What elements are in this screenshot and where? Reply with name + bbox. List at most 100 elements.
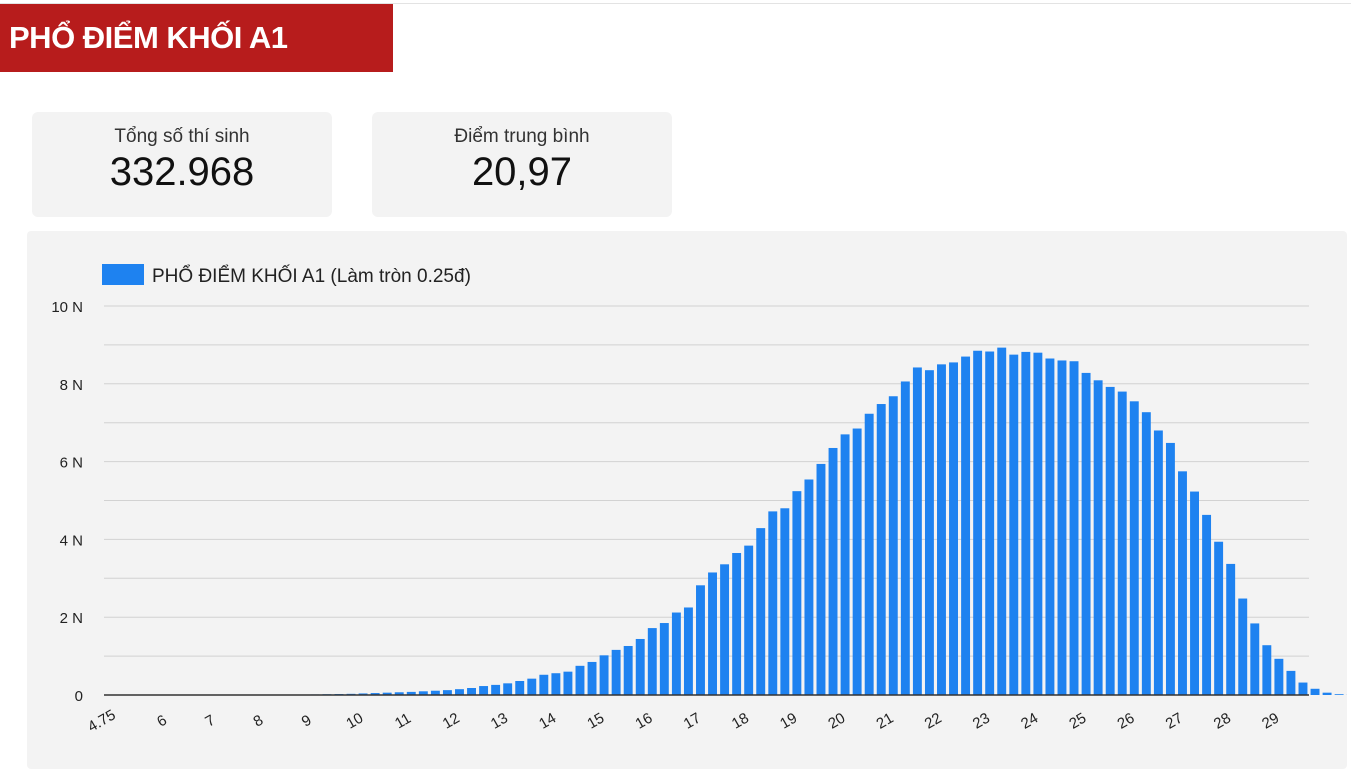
bar[interactable] xyxy=(1009,354,1019,696)
bar[interactable] xyxy=(1250,623,1260,695)
bar[interactable] xyxy=(442,690,452,695)
y-tick-label: 8 N xyxy=(60,377,83,394)
bar[interactable] xyxy=(418,691,428,695)
bar[interactable] xyxy=(406,691,416,695)
bar[interactable] xyxy=(647,628,657,695)
bar[interactable] xyxy=(937,364,946,695)
legend-swatch xyxy=(102,264,144,285)
x-tick-label: 21 xyxy=(874,710,897,733)
bar[interactable] xyxy=(756,528,766,695)
bar[interactable] xyxy=(1081,372,1091,695)
bar[interactable] xyxy=(744,545,754,695)
bar[interactable] xyxy=(840,434,850,695)
bar[interactable] xyxy=(1153,430,1163,695)
bar[interactable] xyxy=(1286,670,1296,695)
bar[interactable] xyxy=(563,671,573,695)
bar[interactable] xyxy=(539,674,549,695)
bar[interactable] xyxy=(1105,386,1115,695)
bar[interactable] xyxy=(804,479,814,695)
bar[interactable] xyxy=(720,564,730,695)
bar[interactable] xyxy=(683,607,693,695)
bar[interactable] xyxy=(671,612,681,695)
bar[interactable] xyxy=(358,693,368,695)
x-tick-label: 15 xyxy=(584,710,607,733)
bar[interactable] xyxy=(1021,351,1031,695)
bar[interactable] xyxy=(1057,360,1067,695)
bar[interactable] xyxy=(888,396,898,695)
bar[interactable] xyxy=(527,678,537,695)
bar[interactable] xyxy=(792,491,802,695)
bar[interactable] xyxy=(1202,514,1212,695)
bar[interactable] xyxy=(394,692,404,695)
bar[interactable] xyxy=(551,673,561,695)
bar[interactable] xyxy=(997,347,1007,695)
stat-card-total-candidates: Tổng số thí sinh 332.968 xyxy=(32,112,332,217)
x-tick-label: 18 xyxy=(729,710,752,733)
bar[interactable] xyxy=(623,645,633,695)
bar[interactable] xyxy=(1334,694,1344,695)
bar[interactable] xyxy=(1226,563,1236,695)
bar[interactable] xyxy=(1165,442,1175,695)
bar[interactable] xyxy=(1322,692,1332,695)
bar[interactable] xyxy=(1298,682,1308,695)
bar[interactable] xyxy=(659,623,669,695)
bar[interactable] xyxy=(491,684,501,695)
bar[interactable] xyxy=(1178,471,1187,695)
bar[interactable] xyxy=(1214,541,1224,695)
bar[interactable] xyxy=(455,689,464,695)
bar[interactable] xyxy=(467,688,476,695)
stat-value-average-score: 20,97 xyxy=(471,150,573,194)
bar[interactable] xyxy=(1129,401,1139,695)
y-tick-label: 0 xyxy=(75,688,83,705)
bar[interactable] xyxy=(828,447,838,695)
bars xyxy=(262,347,1347,696)
bar[interactable] xyxy=(382,692,392,695)
bar[interactable] xyxy=(864,413,874,695)
bar[interactable] xyxy=(1117,391,1127,695)
bar[interactable] xyxy=(1069,361,1079,695)
bar[interactable] xyxy=(876,404,886,695)
bar[interactable] xyxy=(1045,358,1055,695)
bar[interactable] xyxy=(900,381,910,695)
y-tick-label: 4 N xyxy=(60,532,83,549)
bar[interactable] xyxy=(1238,598,1248,695)
x-tick-label: 12 xyxy=(440,710,463,733)
bar[interactable] xyxy=(430,690,440,695)
bar[interactable] xyxy=(587,661,597,695)
bar[interactable] xyxy=(852,428,862,695)
bar[interactable] xyxy=(961,356,971,695)
bar[interactable] xyxy=(768,511,778,695)
bar[interactable] xyxy=(912,367,922,695)
bar[interactable] xyxy=(732,553,742,695)
x-tick-label: 20 xyxy=(825,710,848,733)
bar[interactable] xyxy=(1310,688,1320,695)
x-tick-label: 14 xyxy=(536,710,559,733)
legend[interactable]: PHỔ ĐIỂM KHỐI A1 (Làm tròn 0.25đ) xyxy=(102,264,471,287)
y-tick-label: 10 N xyxy=(51,299,83,316)
bar[interactable] xyxy=(479,686,489,695)
bar[interactable] xyxy=(1262,645,1272,695)
bar[interactable] xyxy=(503,683,513,695)
bar[interactable] xyxy=(611,649,621,695)
bar[interactable] xyxy=(515,681,525,695)
bar[interactable] xyxy=(370,693,380,695)
bar[interactable] xyxy=(696,585,705,695)
bar[interactable] xyxy=(985,351,995,695)
y-tick-label: 2 N xyxy=(60,610,83,627)
bar[interactable] xyxy=(1190,491,1199,695)
x-tick-label: 11 xyxy=(392,710,414,733)
bar[interactable] xyxy=(780,508,790,695)
x-tick-label: 9 xyxy=(299,712,315,731)
bar[interactable] xyxy=(575,665,585,695)
bar[interactable] xyxy=(1141,412,1151,695)
bar[interactable] xyxy=(973,350,983,695)
bar[interactable] xyxy=(1274,658,1284,695)
bar[interactable] xyxy=(924,370,934,695)
bar[interactable] xyxy=(1033,352,1043,695)
bar[interactable] xyxy=(816,463,826,695)
bar[interactable] xyxy=(949,362,958,695)
bar[interactable] xyxy=(599,655,609,695)
bar[interactable] xyxy=(635,638,645,695)
bar[interactable] xyxy=(1093,380,1103,695)
bar[interactable] xyxy=(708,572,717,695)
